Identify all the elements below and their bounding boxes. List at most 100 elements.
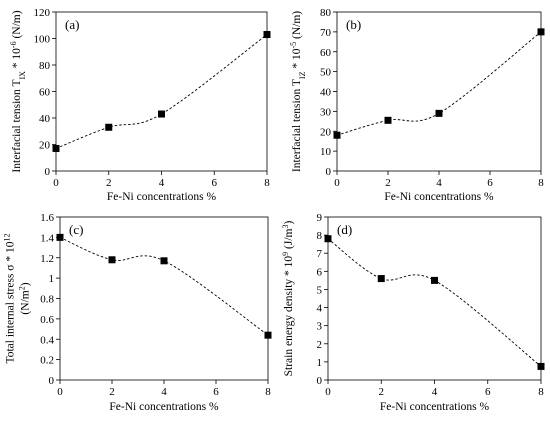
- data-point: [108, 256, 116, 264]
- data-point: [158, 110, 165, 118]
- x-tick-label: 4: [432, 386, 438, 398]
- chart-panel-4: 0 1 2 3 4 5 6 7 8 9 0 2 4 6 8 Fe-Ni concentrations % Str…: [281, 212, 545, 413]
- y-tick-label: 9: [317, 212, 323, 224]
- y-axis-label-sup: 2: [17, 286, 26, 290]
- y-axis-label-part: * 10: [291, 48, 303, 71]
- data-point: [377, 275, 385, 283]
- y-tick-label: 80: [320, 7, 332, 19]
- y-tick-label: 40: [39, 113, 51, 125]
- data-point: [431, 276, 438, 284]
- data-point: [105, 123, 113, 131]
- y-axis-label-part: IZ: [298, 71, 307, 79]
- data-point: [537, 28, 545, 36]
- y-axis-label-part: ): [283, 220, 295, 224]
- x-tick-label: 0: [334, 177, 340, 189]
- x-axis-label: Fe-Ni concentrations %: [384, 191, 494, 203]
- x-tick-label: 2: [106, 177, 112, 189]
- panel-label: (b): [346, 17, 361, 32]
- x-tick-label: 0: [57, 386, 63, 398]
- y-axis-label-part: -6: [9, 41, 18, 48]
- y-tick-label: 50: [320, 67, 332, 79]
- x-tick-label: 2: [109, 386, 115, 398]
- y-axis-label-line1: Total internal stress σ * 1012: [2, 234, 17, 364]
- data-point: [333, 131, 341, 139]
- y-axis-label-part: IX: [18, 71, 27, 80]
- data-point: [263, 31, 271, 39]
- y-axis-label-part: -5: [289, 42, 298, 49]
- panel-label: (a): [65, 17, 79, 32]
- y-axis-label-sup: 12: [2, 234, 11, 242]
- y-tick-label: 5: [317, 284, 323, 296]
- y-tick-label: 7: [317, 248, 323, 260]
- y-tick-label: 30: [320, 106, 332, 118]
- y-tick-label: 70: [320, 27, 332, 39]
- panel-label: (d): [337, 222, 352, 237]
- y-tick-label: 0.8: [40, 294, 54, 306]
- y-tick-label: 20: [39, 140, 51, 152]
- y-axis-label-part: (N/m): [291, 11, 303, 42]
- trend-line: [55, 34, 268, 149]
- x-tick-label: 6: [213, 386, 219, 398]
- y-axis-label-part: Interfacial tension T: [291, 79, 303, 172]
- y-axis-label-part: (N/m): [11, 10, 23, 41]
- y-axis-label-part: 3: [281, 224, 290, 228]
- y-tick-label: 80: [39, 60, 51, 72]
- y-axis-label: Interfacial tension TIZ * 10-5 (N/m): [289, 11, 307, 172]
- y-tick-label: 0.2: [40, 355, 54, 367]
- panel-label: (c): [69, 222, 83, 237]
- y-axis-label-text: Total internal stress σ * 10: [5, 241, 17, 363]
- y-tick-label: 60: [39, 87, 51, 99]
- chart-panel-2: 0 10 20 30 40 50 60 70 80 0 2 4 6 8 Fe-Ni concentratio…: [289, 7, 545, 203]
- plot-frame: [59, 216, 269, 381]
- x-tick-label: 2: [385, 177, 391, 189]
- x-tick-label: 0: [325, 386, 331, 398]
- x-axis-label: Fe-Ni concentrations %: [380, 401, 490, 413]
- x-axis-label: Fe-Ni concentrations %: [107, 191, 217, 203]
- x-tick-label: 0: [53, 177, 59, 189]
- y-tick-label: 6: [317, 266, 323, 278]
- y-tick-label: 100: [34, 34, 51, 46]
- x-tick-label: 6: [212, 177, 218, 189]
- y-tick-label: 8: [317, 230, 323, 242]
- y-tick-label: 2: [317, 339, 323, 351]
- data-point: [537, 362, 545, 370]
- y-tick-label: 0: [45, 166, 51, 178]
- y-tick-label: 0.4: [40, 334, 54, 346]
- x-tick-label: 8: [265, 386, 271, 398]
- y-tick-label: 120: [34, 7, 51, 19]
- y-tick-label: 1: [49, 273, 55, 285]
- plot-frame: [55, 11, 268, 172]
- y-tick-label: 1: [317, 357, 323, 369]
- y-axis-label-part: * 10: [11, 48, 23, 71]
- x-tick-label: 8: [538, 177, 544, 189]
- data-point: [160, 257, 168, 265]
- y-tick-label: 0: [317, 375, 323, 387]
- y-tick-label: 1.4: [40, 232, 54, 244]
- data-point: [435, 109, 443, 117]
- y-axis-label-part: 9: [281, 252, 290, 256]
- chart-panel-3: 0 0.2 0.4 0.6 0.8 1 1.2 1.4 1.6 0 2 4 6 8 Fe-Ni concen…: [2, 212, 272, 413]
- y-tick-label: 40: [320, 87, 332, 99]
- x-tick-label: 2: [379, 386, 385, 398]
- y-tick-label: 10: [320, 146, 332, 158]
- plot-frame: [327, 216, 542, 381]
- y-axis-label: Total internal stress σ * 1012(N/m2): [2, 234, 31, 364]
- y-axis-label-part: Interfacial tension T: [11, 80, 23, 173]
- trend-line: [59, 236, 269, 336]
- x-tick-label: 8: [538, 386, 544, 398]
- data-point: [324, 235, 332, 243]
- data-point: [56, 233, 64, 241]
- x-tick-label: 4: [159, 177, 165, 189]
- y-tick-label: 20: [320, 126, 332, 138]
- x-tick-label: 6: [487, 177, 493, 189]
- y-tick-label: 0.6: [40, 314, 54, 326]
- y-axis-label-part: (J/m: [283, 228, 295, 251]
- trend-line: [327, 238, 542, 367]
- x-axis-label: Fe-Ni concentrations %: [109, 401, 219, 413]
- x-tick-label: 4: [436, 177, 442, 189]
- y-tick-label: 60: [320, 47, 332, 59]
- y-tick-label: 4: [317, 303, 323, 315]
- y-tick-label: 1.2: [40, 253, 54, 265]
- y-axis-label-text: (N/m: [20, 290, 32, 314]
